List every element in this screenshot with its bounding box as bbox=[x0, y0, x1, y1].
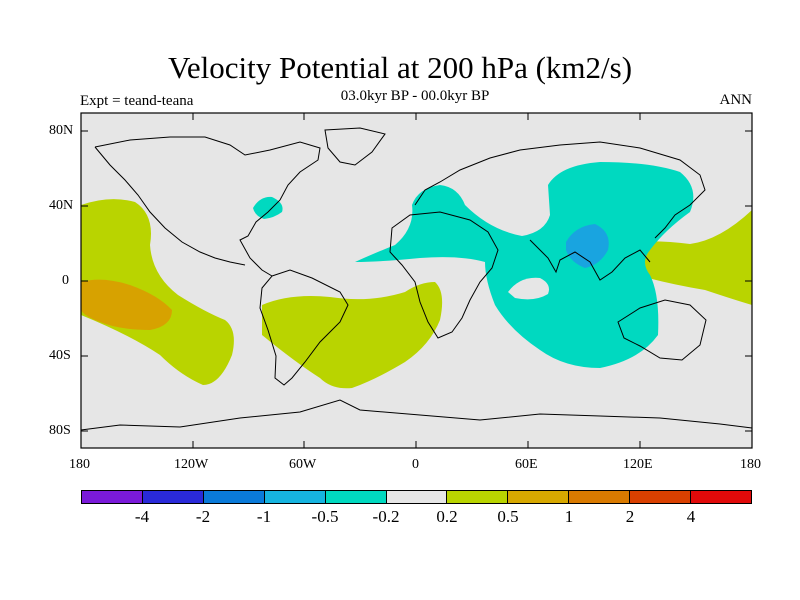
colorbar-swatch bbox=[569, 491, 631, 503]
lat-label-40s: 40S bbox=[49, 348, 71, 363]
lat-label-80n: 80N bbox=[49, 123, 74, 138]
lon-label-60w: 60W bbox=[289, 457, 317, 472]
anomaly-fields bbox=[81, 162, 752, 389]
lon-label-120w: 120W bbox=[174, 457, 209, 472]
colorbar-swatch bbox=[325, 491, 387, 503]
colorbar-swatch bbox=[203, 491, 265, 503]
field-northamerica-negative bbox=[253, 196, 283, 219]
colorbar-swatch bbox=[630, 491, 692, 503]
colorbar-label: 1 bbox=[564, 507, 574, 526]
colorbar-swatch bbox=[447, 491, 509, 503]
colorbar-label: -0.5 bbox=[311, 507, 339, 526]
colorbar-label: -4 bbox=[134, 507, 150, 526]
colorbar-swatch bbox=[386, 491, 448, 503]
colorbar-swatch bbox=[691, 491, 751, 503]
field-eurasia-negative bbox=[355, 162, 694, 368]
colorbar-swatch bbox=[82, 491, 143, 503]
lon-label-180e: 180 bbox=[740, 457, 761, 472]
field-pacific-strong bbox=[81, 279, 172, 330]
colorbar-swatch bbox=[508, 491, 570, 503]
colorbar-label: -0.2 bbox=[372, 507, 400, 526]
colorbar-swatch bbox=[264, 491, 326, 503]
field-arabian-hole bbox=[508, 277, 549, 300]
lon-label-0: 0 bbox=[412, 457, 419, 472]
experiment-label: Expt = teand-teana bbox=[80, 93, 194, 109]
colorbar-label: 2 bbox=[625, 507, 635, 526]
lat-label-40n: 40N bbox=[49, 198, 74, 213]
lon-label-180w: 180 bbox=[69, 457, 90, 472]
colorbar-label: -1 bbox=[256, 507, 272, 526]
season-label: ANN bbox=[719, 92, 753, 108]
field-westpacific-positive bbox=[632, 210, 752, 305]
lon-label-60e: 60E bbox=[515, 457, 538, 472]
plot-title: Velocity Potential at 200 hPa (km2/s) bbox=[167, 50, 633, 85]
field-pacific-positive bbox=[81, 199, 234, 385]
colorbar-label: 4 bbox=[686, 507, 696, 526]
colorbar-label: -2 bbox=[195, 507, 211, 526]
lon-label-120e: 120E bbox=[623, 457, 653, 472]
field-seasia-strong bbox=[566, 224, 609, 268]
colorbar-label: 0.2 bbox=[436, 507, 458, 526]
colorbar-swatch bbox=[142, 491, 204, 503]
lat-label-0: 0 bbox=[62, 273, 69, 288]
plot-subtitle: 03.0kyr BP - 00.0kyr BP bbox=[340, 88, 490, 104]
coastlines bbox=[80, 127, 753, 431]
field-atlantic-positive bbox=[262, 282, 443, 389]
colorbar-label: 0.5 bbox=[497, 507, 519, 526]
colorbar bbox=[81, 490, 752, 504]
axis-ticks bbox=[81, 113, 752, 448]
lat-label-80s: 80S bbox=[49, 423, 71, 438]
